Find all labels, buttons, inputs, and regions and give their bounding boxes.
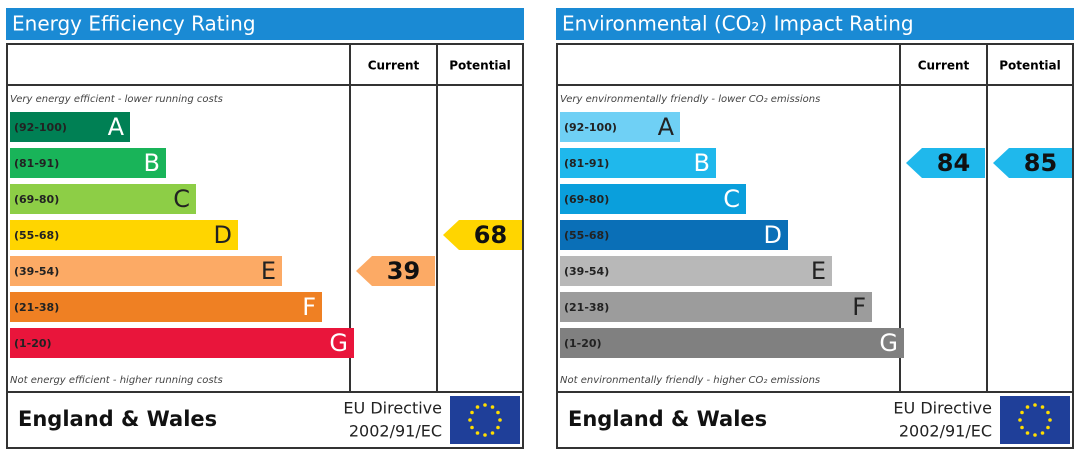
band-range: (92-100) bbox=[14, 121, 67, 134]
eu-star bbox=[1033, 433, 1037, 437]
band-range: (92-100) bbox=[564, 121, 617, 134]
eu-star bbox=[496, 410, 500, 415]
band-range: (39-54) bbox=[564, 265, 609, 278]
bottom-note: Not energy efficient - higher running co… bbox=[10, 375, 223, 386]
eu-star bbox=[483, 403, 487, 407]
eu-star bbox=[1040, 405, 1045, 409]
band-range: (55-68) bbox=[14, 229, 59, 242]
band-letter: G bbox=[329, 329, 348, 357]
rating-band bbox=[560, 256, 832, 286]
band-letter: G bbox=[879, 329, 898, 357]
rating-value: 84 bbox=[937, 149, 970, 177]
eu-star bbox=[468, 418, 472, 422]
band-letter: F bbox=[852, 293, 866, 321]
directive-line: 2002/91/EC bbox=[899, 422, 992, 441]
band-letter: D bbox=[764, 221, 782, 249]
eu-star bbox=[1025, 405, 1030, 409]
band-range: (1-20) bbox=[564, 337, 602, 350]
band-letter: E bbox=[261, 257, 276, 285]
band-range: (21-38) bbox=[14, 301, 59, 314]
band-letter: C bbox=[723, 185, 740, 213]
eu-star bbox=[496, 425, 500, 430]
band-letter: B bbox=[694, 149, 710, 177]
eu-star bbox=[490, 431, 495, 435]
rating-band bbox=[560, 112, 680, 142]
eu-star bbox=[1020, 425, 1024, 430]
eu-star bbox=[475, 431, 480, 435]
rating-band bbox=[10, 256, 282, 286]
eu-star bbox=[1048, 418, 1052, 422]
rating-panel: Environmental (CO₂) Impact Rating Current… bbox=[556, 8, 1074, 449]
rating-band bbox=[10, 220, 238, 250]
eu-star bbox=[1033, 403, 1037, 407]
title-bar bbox=[556, 8, 1074, 40]
rating-arrow bbox=[906, 148, 985, 178]
region-label: England & Wales bbox=[18, 407, 217, 431]
band-letter: A bbox=[108, 113, 125, 141]
eu-star bbox=[1020, 410, 1024, 415]
rating-arrow bbox=[443, 220, 522, 250]
eu-star bbox=[1025, 431, 1030, 435]
band-range: (81-91) bbox=[14, 157, 59, 170]
eu-star bbox=[470, 410, 474, 415]
band-letter: A bbox=[658, 113, 675, 141]
band-letter: D bbox=[214, 221, 232, 249]
panel-title: Energy Efficiency Rating bbox=[12, 12, 256, 36]
eu-star bbox=[1046, 425, 1050, 430]
rating-value: 85 bbox=[1024, 149, 1057, 177]
directive-line: EU Directive bbox=[343, 399, 442, 418]
band-range: (39-54) bbox=[14, 265, 59, 278]
panel-title: Environmental (CO₂) Impact Rating bbox=[562, 12, 914, 36]
column-header: Current bbox=[368, 59, 420, 73]
eu-star bbox=[475, 405, 480, 409]
rating-band bbox=[10, 328, 354, 358]
rating-band bbox=[560, 184, 746, 214]
rating-panel: Energy Efficiency Rating Current Potential… bbox=[6, 8, 524, 449]
region-label: England & Wales bbox=[568, 407, 767, 431]
top-note: Very environmentally friendly - lower CO… bbox=[560, 94, 820, 105]
eu-star bbox=[1046, 410, 1050, 415]
column-header: Potential bbox=[999, 59, 1061, 73]
directive-line: EU Directive bbox=[893, 399, 992, 418]
rating-band bbox=[10, 292, 322, 322]
title-bar bbox=[6, 8, 524, 40]
rating-band bbox=[560, 148, 716, 178]
rating-value: 39 bbox=[387, 257, 420, 285]
column-header: Current bbox=[918, 59, 970, 73]
band-range: (1-20) bbox=[14, 337, 52, 350]
band-letter: B bbox=[144, 149, 160, 177]
rating-band bbox=[10, 148, 166, 178]
band-range: (81-91) bbox=[564, 157, 609, 170]
band-letter: E bbox=[811, 257, 826, 285]
rating-band bbox=[560, 292, 872, 322]
eu-star bbox=[483, 433, 487, 437]
eu-star bbox=[470, 425, 474, 430]
eu-star bbox=[498, 418, 502, 422]
top-note: Very energy efficient - lower running co… bbox=[10, 94, 223, 105]
directive-line: 2002/91/EC bbox=[349, 422, 442, 441]
eu-star bbox=[1018, 418, 1022, 422]
band-range: (21-38) bbox=[564, 301, 609, 314]
band-range: (69-80) bbox=[14, 193, 59, 206]
rating-band bbox=[10, 184, 196, 214]
bottom-note: Not environmentally friendly - higher CO… bbox=[560, 375, 820, 386]
rating-band bbox=[10, 112, 130, 142]
eu-star bbox=[490, 405, 495, 409]
rating-band bbox=[560, 328, 904, 358]
band-range: (55-68) bbox=[564, 229, 609, 242]
rating-arrow bbox=[356, 256, 435, 286]
rating-arrow bbox=[993, 148, 1072, 178]
rating-band bbox=[560, 220, 788, 250]
band-range: (69-80) bbox=[564, 193, 609, 206]
column-header: Potential bbox=[449, 59, 511, 73]
band-letter: F bbox=[302, 293, 316, 321]
band-letter: C bbox=[173, 185, 190, 213]
eu-star bbox=[1040, 431, 1045, 435]
rating-value: 68 bbox=[474, 221, 507, 249]
